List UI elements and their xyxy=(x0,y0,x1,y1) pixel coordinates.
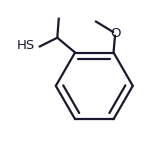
Text: HS: HS xyxy=(17,39,35,52)
Text: O: O xyxy=(110,27,120,40)
